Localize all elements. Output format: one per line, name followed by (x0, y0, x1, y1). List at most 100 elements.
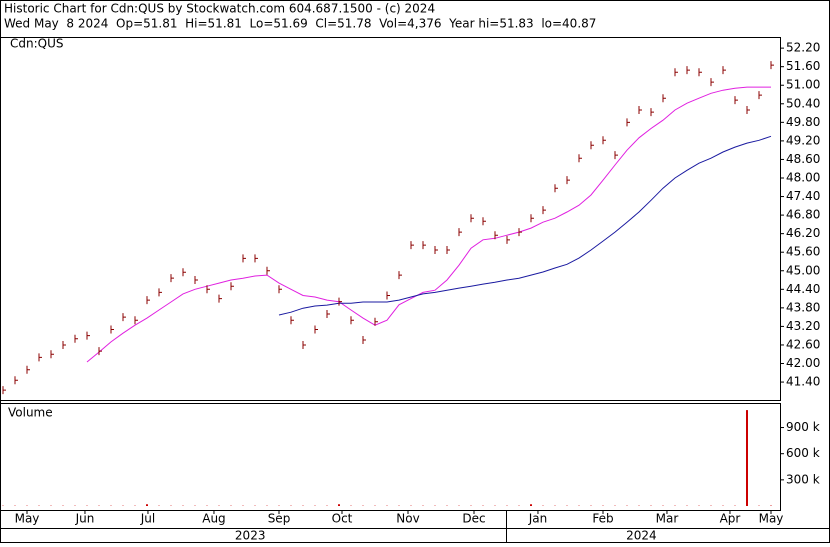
price-bar (62, 340, 66, 349)
x-tick-label: Apr (720, 512, 741, 526)
price-bar (86, 331, 90, 340)
price-bar (662, 94, 666, 103)
price-bar (698, 68, 702, 77)
moving-average (278, 135, 772, 316)
price-bar (110, 325, 114, 334)
x-tick-label: Jan (528, 512, 548, 526)
x-tick-label: Sep (268, 512, 291, 526)
price-bar (350, 316, 354, 325)
price-bar (554, 184, 558, 193)
price-bar (602, 136, 606, 145)
y-tick-label: 49.80 (786, 115, 820, 129)
x-tick-label: Feb (592, 512, 613, 526)
price-bar (362, 336, 366, 345)
y-tick-label: 49.20 (786, 133, 820, 147)
price-bar (374, 317, 378, 326)
x-tick-label: Mar (656, 512, 679, 526)
price-bar (314, 325, 318, 334)
price-bar (422, 241, 426, 250)
y-tick-label: 46.20 (786, 226, 820, 240)
y-tick-label: 42.00 (786, 356, 820, 370)
price-bar (278, 285, 282, 294)
y-tick-label: 46.80 (786, 208, 820, 222)
price-bar (458, 228, 462, 237)
price-bar (182, 268, 186, 277)
price-bar (506, 235, 510, 244)
y-tick-label: 41.40 (786, 375, 820, 389)
price-bar (218, 294, 222, 303)
price-bar (494, 231, 498, 240)
price-bar (266, 266, 270, 275)
price-bar (2, 386, 6, 395)
price-bar (614, 151, 618, 160)
price-bar (206, 285, 210, 294)
price-bar (530, 214, 534, 223)
price-bar (158, 288, 162, 297)
y-tick-label: 42.60 (786, 337, 820, 351)
y-tick-label: 43.80 (786, 300, 820, 314)
price-bar (26, 365, 30, 374)
price-bar (386, 291, 390, 300)
price-bar (410, 241, 414, 250)
y-tick-label: 45.00 (786, 263, 820, 277)
price-bar (14, 376, 18, 385)
y-tick-label: 43.20 (786, 319, 820, 333)
price-bar (134, 316, 138, 325)
price-bar (170, 274, 174, 283)
price-bar (722, 66, 726, 75)
price-bar (122, 313, 126, 322)
price-bar (626, 118, 630, 127)
price-bar (758, 91, 762, 100)
price-bar (326, 310, 330, 319)
price-bar (590, 141, 594, 150)
volume-panel (0, 403, 781, 511)
year-label: 2024 (626, 529, 657, 543)
price-bar (710, 78, 714, 87)
year-label: 2023 (235, 529, 266, 543)
symbol-label: Cdn:QUS (10, 37, 64, 51)
price-bar (482, 217, 486, 226)
price-bar (470, 214, 474, 223)
price-bar (254, 254, 258, 263)
price-bar (290, 316, 294, 325)
x-tick-label: May (759, 512, 784, 526)
chart-title: Historic Chart for Cdn:QUS by Stockwatch… (4, 2, 435, 16)
price-bar (242, 254, 246, 263)
x-tick-label: Oct (332, 512, 353, 526)
x-tick-label: May (15, 512, 40, 526)
price-bar (734, 96, 738, 105)
x-tick-label: Dec (462, 512, 485, 526)
price-bar (650, 108, 654, 117)
price-bar (146, 296, 150, 305)
price-bar (566, 176, 570, 185)
price-bar (542, 206, 546, 215)
x-tick-label: Nov (396, 512, 419, 526)
price-bar (98, 347, 102, 356)
price-bar (74, 334, 78, 343)
price-bar (230, 282, 234, 291)
price-bar (746, 105, 750, 114)
price-panel (0, 37, 781, 401)
x-tick-label: Jun (75, 512, 95, 526)
price-bar (686, 66, 690, 75)
price-bar (50, 350, 54, 359)
x-tick-label: Aug (202, 512, 225, 526)
y-tick-label: 52.20 (786, 41, 820, 55)
price-bar (38, 353, 42, 362)
y-tick-label: 45.60 (786, 245, 820, 259)
y-tick-label: 44.40 (786, 282, 820, 296)
price-bar (770, 61, 774, 70)
volume-tick-label: 900 k (786, 420, 820, 434)
chart-subtitle: Wed May 8 2024 Op=51.81 Hi=51.81 Lo=51.6… (4, 17, 596, 31)
price-bar (518, 228, 522, 237)
price-bar (638, 105, 642, 114)
price-bar (338, 297, 342, 306)
x-tick-label: Jul (140, 512, 155, 526)
y-tick-label: 50.40 (786, 96, 820, 110)
y-tick-label: 48.60 (786, 152, 820, 166)
y-tick-label: 47.40 (786, 189, 820, 203)
moving-average (86, 86, 771, 363)
volume-tick-label: 600 k (786, 446, 820, 460)
